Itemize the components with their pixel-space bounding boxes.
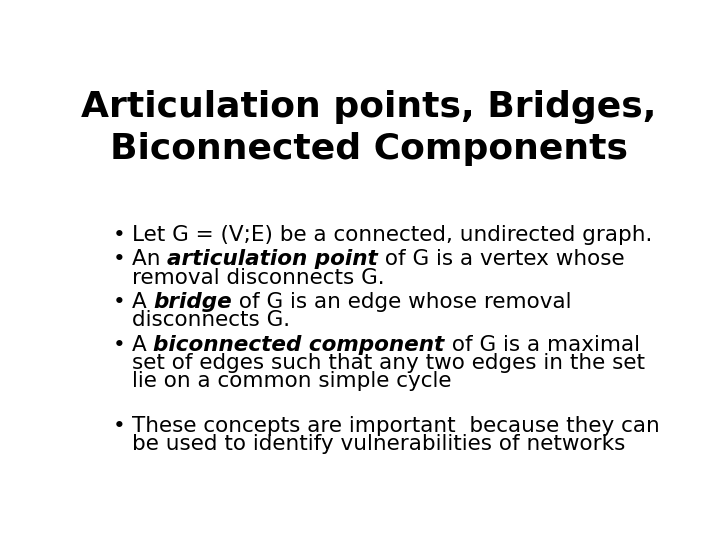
Text: of G is a maximal: of G is a maximal [445, 335, 640, 355]
Text: Articulation points, Bridges,
Biconnected Components: Articulation points, Bridges, Biconnecte… [81, 90, 657, 166]
Text: These concepts are important  because they can: These concepts are important because the… [132, 416, 660, 436]
Text: biconnected component: biconnected component [153, 335, 445, 355]
Text: A: A [132, 335, 153, 355]
Text: lie on a common simple cycle: lie on a common simple cycle [132, 371, 451, 391]
Text: disconnects G.: disconnects G. [132, 310, 290, 330]
Text: be used to identify vulnerabilities of networks: be used to identify vulnerabilities of n… [132, 434, 625, 455]
Text: •: • [112, 249, 125, 269]
Text: set of edges such that any two edges in the set: set of edges such that any two edges in … [132, 353, 645, 373]
Text: articulation point: articulation point [167, 249, 378, 269]
Text: •: • [112, 335, 125, 355]
Text: removal disconnects G.: removal disconnects G. [132, 267, 384, 287]
Text: Let G = (V;E) be a connected, undirected graph.: Let G = (V;E) be a connected, undirected… [132, 225, 652, 245]
Text: of G is a vertex whose: of G is a vertex whose [378, 249, 625, 269]
Text: •: • [112, 292, 125, 312]
Text: An: An [132, 249, 167, 269]
Text: bridge: bridge [153, 292, 233, 312]
Text: •: • [112, 416, 125, 436]
Text: •: • [112, 225, 125, 245]
Text: of G is an edge whose removal: of G is an edge whose removal [233, 292, 572, 312]
Text: A: A [132, 292, 153, 312]
